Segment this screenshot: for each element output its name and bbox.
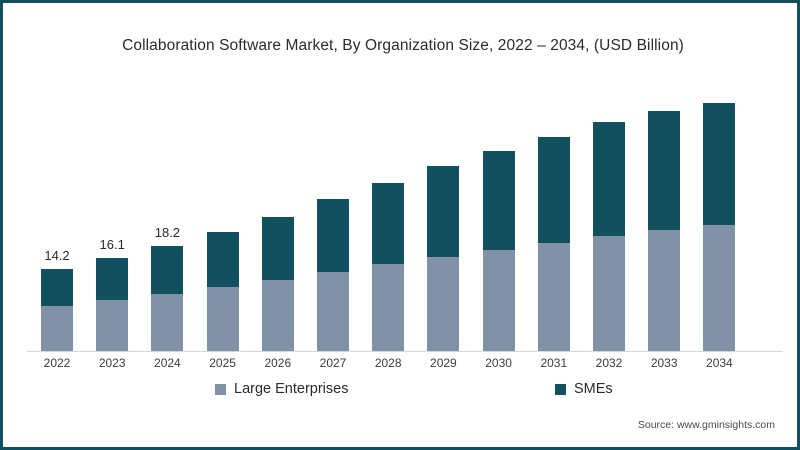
bar-segment-large-enterprises[interactable] <box>206 287 239 352</box>
bar-segment-large-enterprises[interactable] <box>151 294 184 352</box>
legend-label-large-enterprises: Large Enterprises <box>234 381 349 397</box>
bar-group[interactable] <box>537 136 570 352</box>
bar-segment-large-enterprises[interactable] <box>703 225 736 352</box>
bar-group[interactable] <box>593 122 625 352</box>
bar-segment-large-enterprises[interactable] <box>261 279 294 352</box>
bar-value-label: 16.1 <box>99 237 125 253</box>
bar-group[interactable] <box>648 110 681 352</box>
legend-item-large-enterprises[interactable]: Large Enterprises <box>215 381 348 397</box>
bar-value-label: 14.2 <box>44 248 70 264</box>
bar-segment-large-enterprises[interactable] <box>96 300 129 352</box>
x-axis-tick-2029: 2029 <box>430 356 457 370</box>
bar-segment-smes[interactable] <box>96 258 129 301</box>
bar-segment-large-enterprises[interactable] <box>427 256 460 352</box>
x-axis-tick-2031: 2031 <box>540 356 568 370</box>
bar-segment-large-enterprises[interactable] <box>648 229 681 352</box>
x-axis-tick-2025: 2025 <box>209 356 236 370</box>
x-axis-tick-2026: 2026 <box>264 356 292 370</box>
source-attribution: Source: www.gminsights.com <box>637 419 775 431</box>
bar-segment-smes[interactable] <box>593 122 625 236</box>
bar-group[interactable] <box>261 216 294 352</box>
x-axis-tick-2033: 2033 <box>650 356 678 370</box>
bar-group[interactable] <box>372 183 405 352</box>
bar-group[interactable]: 14.2 <box>41 248 73 352</box>
x-axis-tick-2030: 2030 <box>485 356 512 370</box>
bar-group[interactable] <box>317 199 349 352</box>
x-axis-tick-2022: 2022 <box>43 356 71 370</box>
x-axis-tick-2034: 2034 <box>706 356 733 370</box>
bar-segment-smes[interactable] <box>317 199 349 272</box>
x-axis-tick-2023: 2023 <box>98 356 126 370</box>
bar-segment-smes[interactable] <box>372 183 405 265</box>
legend-label-smes: SMEs <box>574 381 613 397</box>
bar-group[interactable] <box>703 103 736 352</box>
bar-segment-large-enterprises[interactable] <box>372 264 405 352</box>
plot-area: 14.2 16.1 18.2 <box>27 67 783 352</box>
bar-value-label: 18.2 <box>154 225 181 241</box>
bar-segment-smes[interactable] <box>703 103 736 226</box>
chart-canvas: Collaboration Software Market, By Organi… <box>7 7 797 447</box>
bar-segment-smes[interactable] <box>482 151 515 250</box>
bar-group[interactable] <box>206 232 239 352</box>
bar-segment-large-enterprises[interactable] <box>482 249 515 352</box>
bar-segment-large-enterprises[interactable] <box>593 235 625 352</box>
bar-group[interactable] <box>427 166 460 352</box>
bar-segment-large-enterprises[interactable] <box>41 306 73 352</box>
bar-segment-smes[interactable] <box>206 232 239 288</box>
x-axis-tick-2032: 2032 <box>595 356 623 370</box>
legend-swatch-large-enterprises <box>215 383 226 395</box>
chart-legend: Large Enterprises SMEs <box>27 381 783 405</box>
bar-segment-smes[interactable] <box>427 166 460 257</box>
bar-segment-smes[interactable] <box>151 246 184 295</box>
bar-group[interactable]: 16.1 <box>96 237 129 352</box>
bar-segment-smes[interactable] <box>648 110 681 230</box>
legend-item-smes[interactable]: SMEs <box>555 381 613 397</box>
bar-segment-large-enterprises[interactable] <box>317 271 349 352</box>
bar-segment-large-enterprises[interactable] <box>537 242 570 352</box>
bar-group[interactable]: 18.2 <box>151 225 184 352</box>
x-axis-tick-labels: 2022 2023 2024 2025 2026 2027 2028 2029 2030 2031… <box>27 356 783 376</box>
bar-segment-smes[interactable] <box>261 216 294 280</box>
legend-swatch-smes <box>555 383 566 395</box>
bar-segment-smes[interactable] <box>41 269 73 307</box>
x-axis-tick-2024: 2024 <box>154 356 181 370</box>
page-title: Collaboration Software Market, By Organi… <box>122 37 684 54</box>
bar-segment-smes[interactable] <box>537 136 570 243</box>
x-axis-line <box>27 351 783 352</box>
x-axis-tick-2027: 2027 <box>319 356 347 370</box>
bar-group[interactable] <box>482 151 515 352</box>
x-axis-tick-2028: 2028 <box>374 356 402 370</box>
